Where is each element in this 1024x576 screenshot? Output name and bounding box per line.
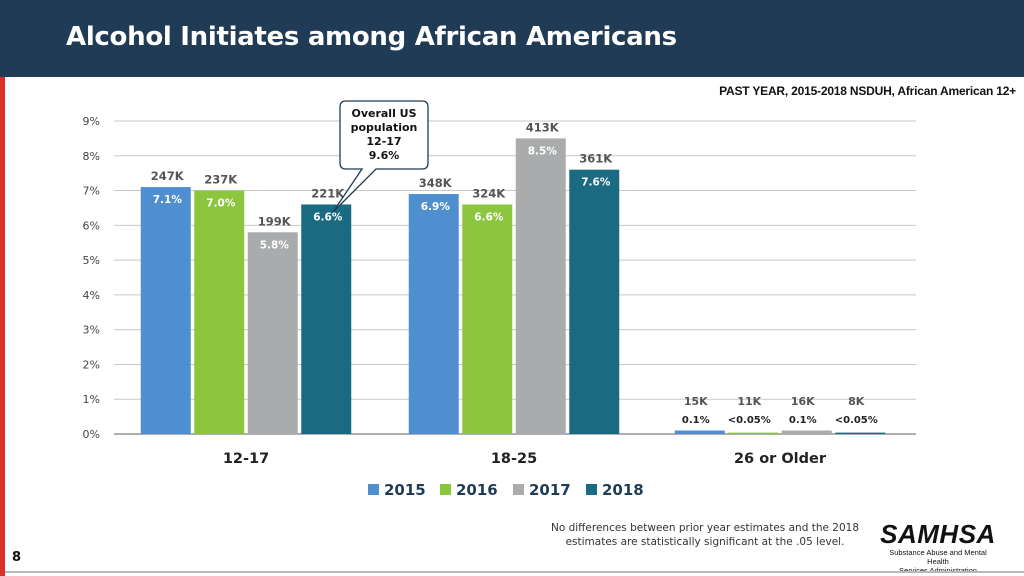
y-tick-label: 1% [83, 393, 100, 406]
logo-tagline-1: Substance Abuse and Mental Health [889, 548, 987, 566]
legend-label: 2015 [384, 481, 426, 499]
bar-pct-label: 6.6% [474, 211, 504, 223]
y-tick-label: 2% [83, 358, 100, 371]
y-tick-label: 5% [83, 254, 100, 267]
samhsa-logo: SAMHSA Substance Abuse and Mental Health… [878, 520, 998, 575]
bar-count-label: 413K [526, 120, 560, 134]
bar [301, 204, 352, 434]
legend-swatch [586, 484, 597, 495]
bar-pct-label: 7.0% [206, 198, 236, 210]
footnote: No differences between prior year estima… [550, 522, 859, 548]
page-number: 8 [12, 550, 22, 565]
bar [194, 190, 245, 434]
y-tick-label: 6% [83, 219, 100, 232]
callout-text: 12-17 [366, 135, 401, 148]
bar-pct-label: 0.1% [789, 415, 817, 426]
bar-pct-label: 5.8% [260, 239, 290, 251]
bar-pct-label: 7.1% [153, 194, 183, 206]
bar-pct-label: 6.9% [421, 201, 451, 213]
bar-count-label: 8K [848, 395, 865, 408]
bar [140, 187, 191, 434]
bottom-rule [5, 571, 1024, 573]
callout-text: 9.6% [369, 149, 400, 162]
page-title: Alcohol Initiates among African American… [66, 22, 677, 52]
bar [728, 432, 779, 434]
bar [247, 232, 298, 434]
callout-text: population [351, 121, 418, 134]
y-tick-label: 3% [83, 324, 100, 337]
bar-count-label: 247K [151, 169, 185, 183]
bar-count-label: 199K [258, 214, 292, 228]
y-tick-label: 4% [83, 289, 100, 302]
bar-count-label: 361K [579, 152, 613, 166]
bar-pct-label: <0.05% [728, 415, 771, 426]
bar-count-label: 16K [791, 395, 815, 408]
bar [408, 194, 459, 434]
bar [462, 204, 513, 434]
legend-swatch [513, 484, 524, 495]
bar-count-label: 221K [311, 186, 345, 200]
bar-count-label: 15K [684, 395, 708, 408]
title-bar: Alcohol Initiates among African American… [0, 0, 1024, 77]
bar-pct-label: 8.5% [528, 145, 558, 157]
bar-count-label: 11K [737, 395, 761, 408]
x-category-label: 12-17 [223, 451, 269, 467]
bar-pct-label: 7.6% [581, 177, 611, 189]
bar [515, 138, 566, 434]
legend-swatch [368, 484, 379, 495]
logo-tagline-2: Services Administration [878, 566, 998, 575]
bar-count-label: 348K [419, 176, 453, 190]
legend-swatch [440, 484, 451, 495]
bar-pct-label: 0.1% [682, 415, 710, 426]
x-category-label: 18-25 [491, 451, 537, 467]
x-category-label: 26 or Older [734, 451, 827, 467]
legend-label: 2017 [529, 481, 571, 499]
y-tick-label: 8% [83, 150, 100, 163]
legend-label: 2016 [456, 481, 498, 499]
y-tick-label: 7% [83, 185, 100, 198]
chart-subtitle: PAST YEAR, 2015-2018 NSDUH, African Amer… [719, 84, 1016, 98]
bar-pct-label: 6.6% [313, 211, 343, 223]
bar [781, 430, 832, 434]
bar [835, 432, 886, 434]
callout-box [332, 100, 429, 213]
bar [674, 430, 725, 434]
logo-wordmark: SAMHSA [880, 519, 996, 549]
bar-count-label: 237K [204, 173, 238, 187]
bar-pct-label: <0.05% [835, 415, 878, 426]
left-accent-stripe [0, 0, 5, 576]
legend-label: 2018 [602, 481, 644, 499]
y-tick-label: 9% [83, 115, 100, 128]
y-tick-label: 0% [83, 428, 100, 441]
bar-count-label: 324K [472, 186, 506, 200]
bar [569, 169, 620, 434]
callout-text: Overall US [351, 107, 416, 120]
